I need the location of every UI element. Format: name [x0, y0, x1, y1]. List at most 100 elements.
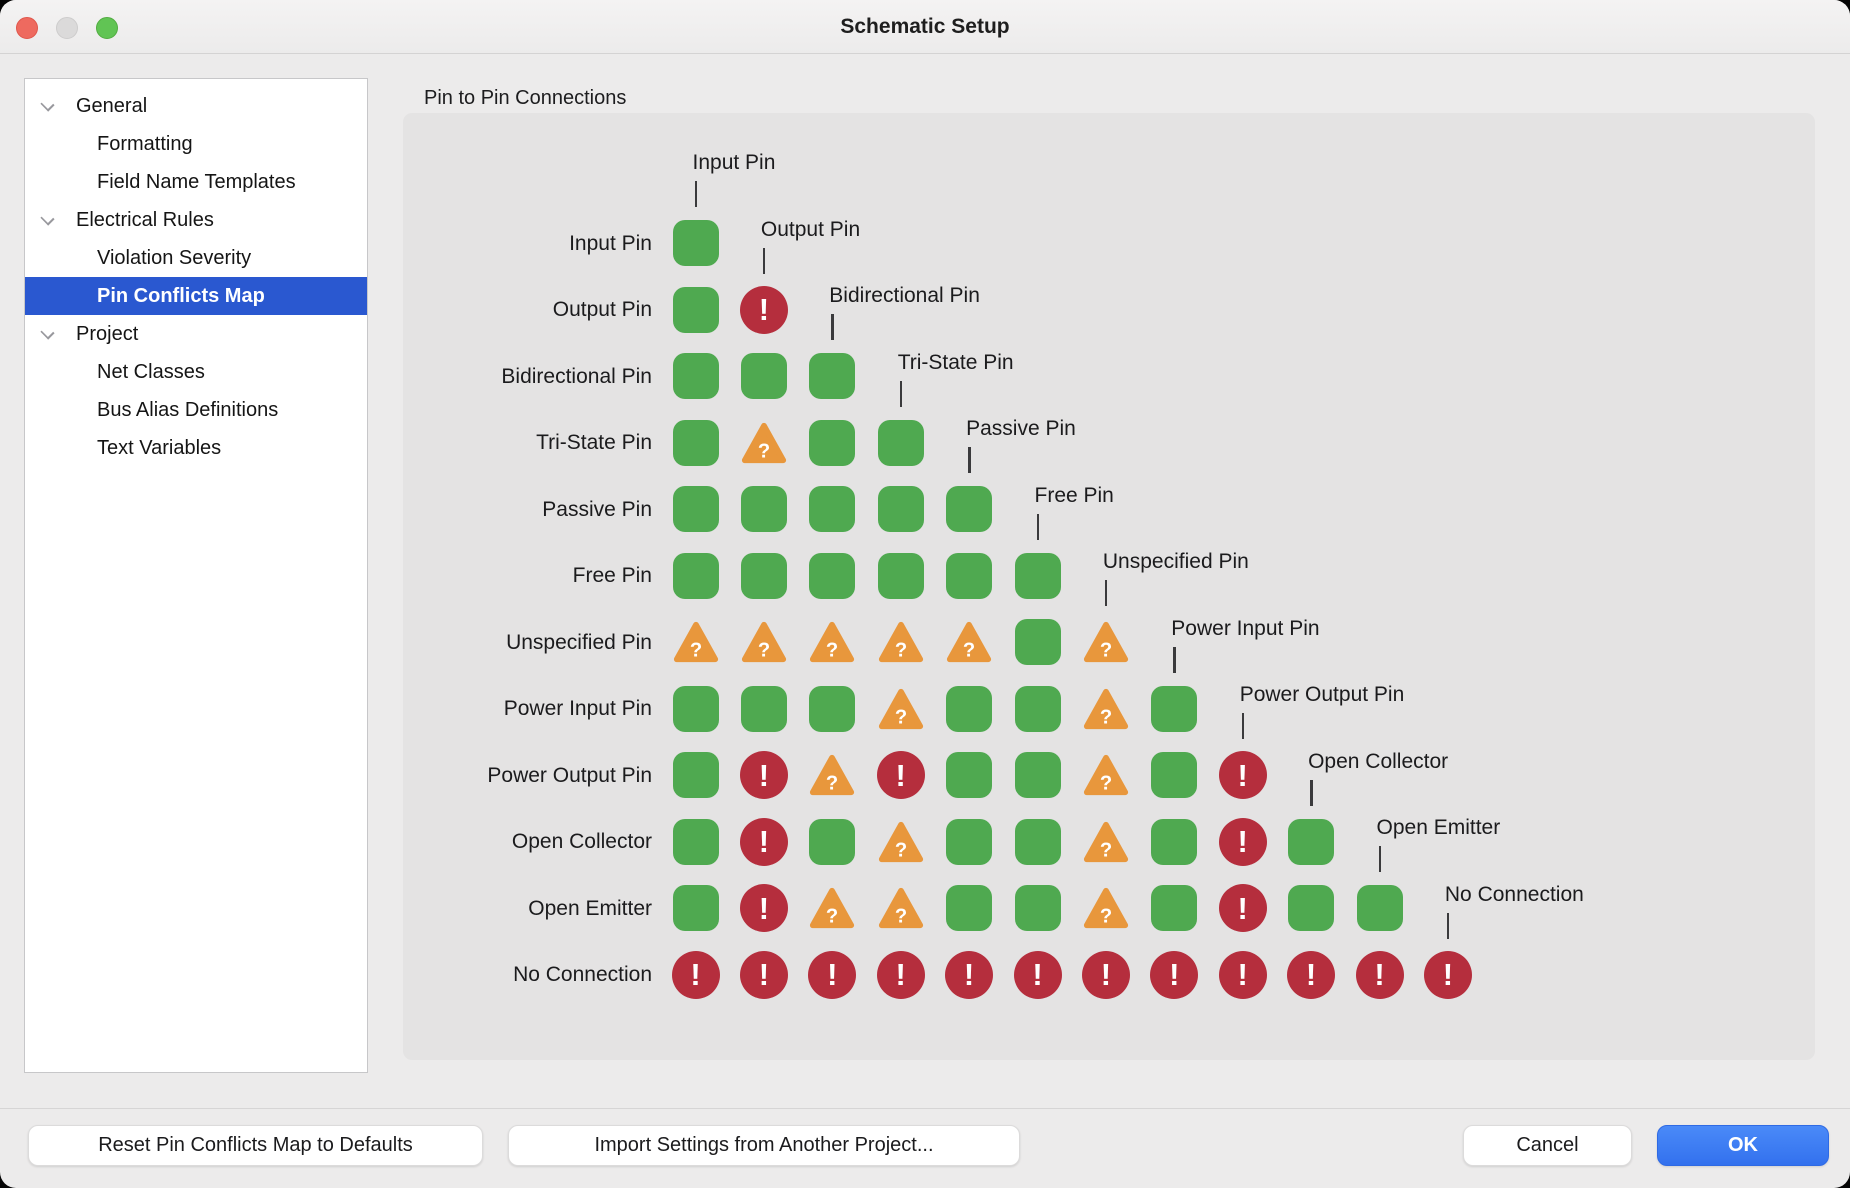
matrix-cell-9-7[interactable] — [1150, 818, 1198, 866]
matrix-cell-6-6[interactable]: ? — [1082, 618, 1130, 666]
matrix-cell-7-0[interactable] — [672, 685, 720, 733]
matrix-cell-3-0[interactable] — [672, 419, 720, 467]
matrix-cell-10-10[interactable] — [1356, 884, 1404, 932]
chevron-down-icon[interactable] — [40, 97, 55, 112]
matrix-cell-6-2[interactable]: ? — [808, 618, 856, 666]
matrix-cell-10-2[interactable]: ? — [808, 884, 856, 932]
sidebar-item-text-variables[interactable]: Text Variables — [25, 429, 367, 467]
svg-text:?: ? — [895, 639, 907, 661]
matrix-cell-5-5[interactable] — [1014, 552, 1062, 600]
matrix-cell-9-3[interactable]: ? — [877, 818, 925, 866]
chevron-down-icon[interactable] — [40, 211, 55, 226]
matrix-cell-9-2[interactable] — [808, 818, 856, 866]
sidebar-item-bus-alias-definitions[interactable]: Bus Alias Definitions — [25, 391, 367, 429]
matrix-cell-8-1[interactable]: ! — [739, 751, 788, 799]
matrix-cell-10-7[interactable] — [1150, 884, 1198, 932]
matrix-cell-11-10[interactable]: ! — [1355, 950, 1404, 999]
matrix-cell-9-6[interactable]: ? — [1082, 818, 1130, 866]
matrix-cell-5-0[interactable] — [672, 552, 720, 600]
matrix-cell-1-0[interactable] — [672, 286, 720, 334]
matrix-cell-11-9[interactable]: ! — [1287, 950, 1336, 999]
matrix-cell-11-4[interactable]: ! — [945, 950, 994, 999]
matrix-cell-9-8[interactable]: ! — [1218, 817, 1267, 866]
matrix-cell-7-2[interactable] — [808, 685, 856, 733]
cancel-button[interactable]: Cancel — [1463, 1125, 1632, 1166]
matrix-cell-6-4[interactable]: ? — [945, 618, 993, 666]
matrix-cell-10-9[interactable] — [1287, 884, 1335, 932]
svg-text:?: ? — [963, 639, 975, 661]
matrix-cell-9-5[interactable] — [1014, 818, 1062, 866]
close-button[interactable] — [16, 17, 38, 39]
minimize-button[interactable] — [56, 17, 78, 39]
matrix-cell-11-7[interactable]: ! — [1150, 950, 1199, 999]
matrix-cell-2-2[interactable] — [808, 352, 856, 400]
matrix-cell-4-1[interactable] — [740, 485, 788, 533]
matrix-cell-9-9[interactable] — [1287, 818, 1335, 866]
matrix-cell-4-4[interactable] — [945, 485, 993, 533]
matrix-cell-3-1[interactable]: ? — [740, 419, 788, 467]
ok-button[interactable]: OK — [1657, 1125, 1829, 1166]
matrix-cell-11-8[interactable]: ! — [1218, 950, 1267, 999]
matrix-cell-7-6[interactable]: ? — [1082, 685, 1130, 733]
matrix-cell-11-6[interactable]: ! — [1081, 950, 1130, 999]
sidebar-item-net-classes[interactable]: Net Classes — [25, 353, 367, 391]
matrix-cell-8-0[interactable] — [672, 751, 720, 799]
matrix-cell-7-5[interactable] — [1014, 685, 1062, 733]
matrix-cell-4-0[interactable] — [672, 485, 720, 533]
matrix-cell-2-0[interactable] — [672, 352, 720, 400]
matrix-cell-10-8[interactable]: ! — [1218, 884, 1267, 932]
matrix-cell-6-5[interactable] — [1014, 618, 1062, 666]
matrix-cell-11-0[interactable]: ! — [671, 950, 720, 999]
chevron-down-icon[interactable] — [40, 325, 55, 340]
zoom-button[interactable] — [96, 17, 118, 39]
matrix-cell-4-2[interactable] — [808, 485, 856, 533]
sidebar-item-violation-severity[interactable]: Violation Severity — [25, 239, 367, 277]
matrix-cell-6-1[interactable]: ? — [740, 618, 788, 666]
matrix-cell-7-4[interactable] — [945, 685, 993, 733]
matrix-cell-10-4[interactable] — [945, 884, 993, 932]
matrix-cell-9-4[interactable] — [945, 818, 993, 866]
matrix-cell-10-6[interactable]: ? — [1082, 884, 1130, 932]
matrix-cell-6-3[interactable]: ? — [877, 618, 925, 666]
matrix-cell-10-5[interactable] — [1014, 884, 1062, 932]
matrix-cell-8-6[interactable]: ? — [1082, 751, 1130, 799]
matrix-cell-7-3[interactable]: ? — [877, 685, 925, 733]
matrix-cell-6-0[interactable]: ? — [672, 618, 720, 666]
matrix-cell-10-0[interactable] — [672, 884, 720, 932]
matrix-cell-5-1[interactable] — [740, 552, 788, 600]
sidebar-item-pin-conflicts-map[interactable]: Pin Conflicts Map — [25, 277, 367, 315]
matrix-cell-8-3[interactable]: ! — [876, 751, 925, 799]
matrix-cell-4-3[interactable] — [877, 485, 925, 533]
matrix-cell-10-1[interactable]: ! — [739, 884, 788, 932]
matrix-cell-5-4[interactable] — [945, 552, 993, 600]
matrix-cell-10-3[interactable]: ? — [877, 884, 925, 932]
sidebar-item-general[interactable]: General — [25, 87, 367, 125]
matrix-cell-9-1[interactable]: ! — [739, 817, 788, 866]
sidebar-item-electrical-rules[interactable]: Electrical Rules — [25, 201, 367, 239]
matrix-cell-8-7[interactable] — [1150, 751, 1198, 799]
sidebar-item-field-name-templates[interactable]: Field Name Templates — [25, 163, 367, 201]
matrix-cell-9-0[interactable] — [672, 818, 720, 866]
matrix-cell-8-8[interactable]: ! — [1218, 751, 1267, 799]
matrix-cell-1-1[interactable]: ! — [739, 285, 788, 334]
import-settings-button[interactable]: Import Settings from Another Project... — [508, 1125, 1020, 1166]
matrix-cell-0-0[interactable] — [672, 219, 720, 267]
matrix-cell-5-2[interactable] — [808, 552, 856, 600]
sidebar-item-formatting[interactable]: Formatting — [25, 125, 367, 163]
reset-defaults-button[interactable]: Reset Pin Conflicts Map to Defaults — [28, 1125, 483, 1166]
matrix-cell-11-11[interactable]: ! — [1423, 950, 1472, 999]
matrix-cell-11-3[interactable]: ! — [876, 950, 925, 999]
matrix-cell-7-1[interactable] — [740, 685, 788, 733]
matrix-cell-8-2[interactable]: ? — [808, 751, 856, 799]
matrix-cell-8-5[interactable] — [1014, 751, 1062, 799]
matrix-cell-5-3[interactable] — [877, 552, 925, 600]
matrix-cell-11-5[interactable]: ! — [1013, 950, 1062, 999]
matrix-cell-7-7[interactable] — [1150, 685, 1198, 733]
matrix-cell-3-3[interactable] — [877, 419, 925, 467]
matrix-cell-2-1[interactable] — [740, 352, 788, 400]
matrix-cell-11-2[interactable]: ! — [808, 950, 857, 999]
matrix-cell-11-1[interactable]: ! — [739, 950, 788, 999]
sidebar-item-project[interactable]: Project — [25, 315, 367, 353]
matrix-cell-8-4[interactable] — [945, 751, 993, 799]
matrix-cell-3-2[interactable] — [808, 419, 856, 467]
